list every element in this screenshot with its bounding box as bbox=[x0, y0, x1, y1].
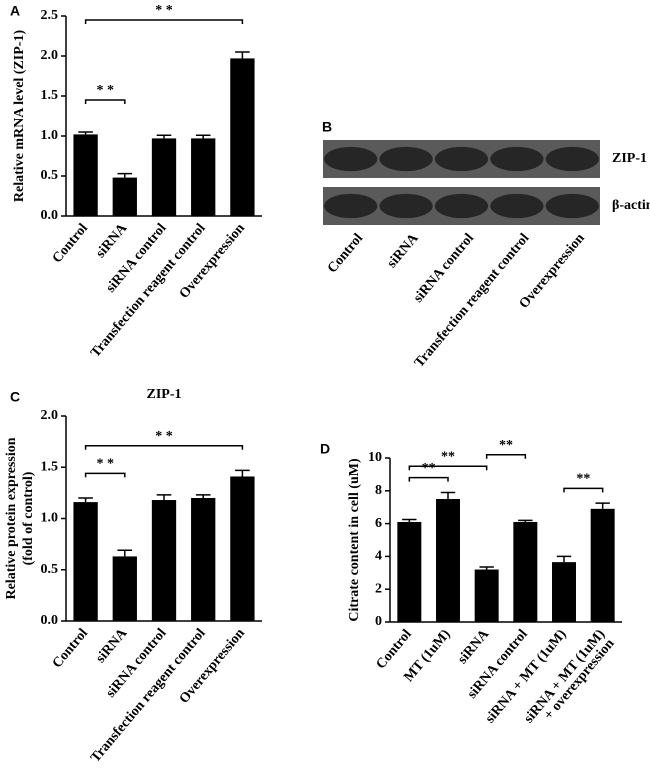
significance-label: ** bbox=[441, 449, 455, 464]
y-tick-label: 4 bbox=[375, 549, 382, 564]
bar bbox=[436, 499, 460, 622]
bar bbox=[191, 138, 216, 216]
bar bbox=[230, 58, 255, 217]
significance-bracket bbox=[563, 487, 604, 493]
significance-bracket bbox=[84, 99, 126, 104]
panel-letter: C bbox=[10, 389, 20, 405]
bar bbox=[191, 498, 216, 621]
blot-band bbox=[490, 146, 544, 172]
bar bbox=[397, 521, 422, 622]
blot-band bbox=[545, 193, 599, 219]
y-tick-label: 1.5 bbox=[41, 459, 59, 474]
error-bar bbox=[78, 497, 93, 503]
chart-title: ZIP-1 bbox=[147, 387, 182, 402]
y-tick-label: 1.0 bbox=[41, 128, 59, 143]
error-bar bbox=[556, 555, 572, 563]
bar bbox=[112, 177, 137, 216]
blot-band bbox=[324, 146, 378, 172]
y-tick-label: 10 bbox=[368, 450, 382, 465]
x-tick-label: Control bbox=[325, 231, 366, 276]
y-tick-label: 8 bbox=[375, 483, 382, 498]
error-bar bbox=[595, 502, 610, 509]
bar bbox=[513, 521, 538, 622]
error-bar bbox=[479, 566, 494, 570]
y-tick-label: 2.5 bbox=[41, 8, 59, 23]
error-bar bbox=[440, 491, 456, 499]
y-axis-label: (fold of control) bbox=[21, 471, 36, 565]
bar bbox=[112, 556, 137, 621]
y-tick-label: 0 bbox=[375, 614, 382, 629]
y-tick-label: 2.0 bbox=[41, 48, 59, 63]
panel-letter: D bbox=[320, 441, 330, 457]
error-bar bbox=[518, 519, 533, 522]
x-tick-label: siRNA bbox=[93, 625, 131, 666]
error-bar bbox=[195, 134, 211, 139]
y-tick-label: 2.0 bbox=[41, 408, 59, 423]
blot-band bbox=[434, 193, 489, 219]
y-axis-label: Relative mRNA level (ZIP-1) bbox=[12, 30, 27, 203]
y-axis-label: Citrate content in cell (uM) bbox=[347, 458, 362, 622]
significance-bracket bbox=[408, 476, 449, 482]
error-bar bbox=[156, 134, 172, 139]
significance-label: ** bbox=[422, 461, 436, 476]
y-axis-label: Relative protein expression bbox=[4, 437, 19, 599]
y-tick-label: 2 bbox=[375, 581, 382, 596]
blot-band bbox=[324, 193, 378, 219]
error-bar bbox=[195, 494, 211, 498]
blot-band bbox=[434, 146, 489, 172]
panel-letter: A bbox=[10, 3, 20, 19]
y-tick-label: 1.5 bbox=[41, 88, 59, 103]
bar bbox=[590, 508, 615, 622]
y-tick-label: 0.5 bbox=[41, 562, 59, 577]
bar bbox=[151, 500, 177, 621]
bar bbox=[73, 134, 98, 216]
significance-label: ** bbox=[576, 472, 590, 487]
error-bar bbox=[78, 131, 93, 135]
bar bbox=[151, 138, 177, 216]
x-tick-label: siRNA bbox=[385, 230, 423, 271]
error-bar bbox=[156, 494, 172, 501]
x-tick-label: siRNA bbox=[455, 626, 493, 667]
error-bar bbox=[117, 172, 133, 178]
x-tick-label: Control bbox=[50, 221, 91, 266]
significance-label: * * bbox=[96, 457, 114, 472]
y-tick-label: 0.0 bbox=[41, 613, 59, 628]
error-bar bbox=[117, 549, 133, 557]
blot-band bbox=[545, 146, 599, 172]
significance-bracket bbox=[485, 453, 527, 459]
significance-bracket bbox=[84, 444, 244, 450]
blot-band bbox=[379, 146, 433, 172]
significance-label: * * bbox=[96, 83, 114, 98]
x-tick-label: siRNA bbox=[93, 220, 131, 261]
significance-bracket bbox=[84, 472, 126, 478]
bar bbox=[474, 569, 499, 622]
panel-letter: B bbox=[322, 119, 332, 135]
error-bar bbox=[402, 518, 417, 522]
x-tick-label: Control bbox=[50, 626, 91, 671]
significance-label: * * bbox=[155, 429, 173, 444]
y-tick-label: 0.5 bbox=[41, 168, 59, 183]
bar bbox=[73, 502, 98, 621]
blot-band bbox=[490, 193, 544, 219]
x-tick-label: Transfection reagent control bbox=[412, 231, 533, 371]
bar bbox=[230, 476, 255, 621]
blot-band bbox=[379, 193, 433, 219]
y-tick-label: 0.0 bbox=[41, 208, 59, 223]
error-bar bbox=[235, 51, 250, 59]
error-bar bbox=[235, 469, 250, 477]
significance-bracket bbox=[84, 19, 244, 24]
y-tick-label: 1.0 bbox=[41, 511, 59, 526]
blot-row-label: β-actin bbox=[612, 198, 650, 213]
significance-label: ** bbox=[499, 438, 513, 453]
blot-row-label: ZIP-1 bbox=[612, 151, 647, 166]
significance-label: * * bbox=[155, 3, 173, 18]
significance-bracket bbox=[408, 465, 488, 471]
bar bbox=[552, 562, 576, 622]
y-tick-label: 6 bbox=[375, 516, 382, 531]
